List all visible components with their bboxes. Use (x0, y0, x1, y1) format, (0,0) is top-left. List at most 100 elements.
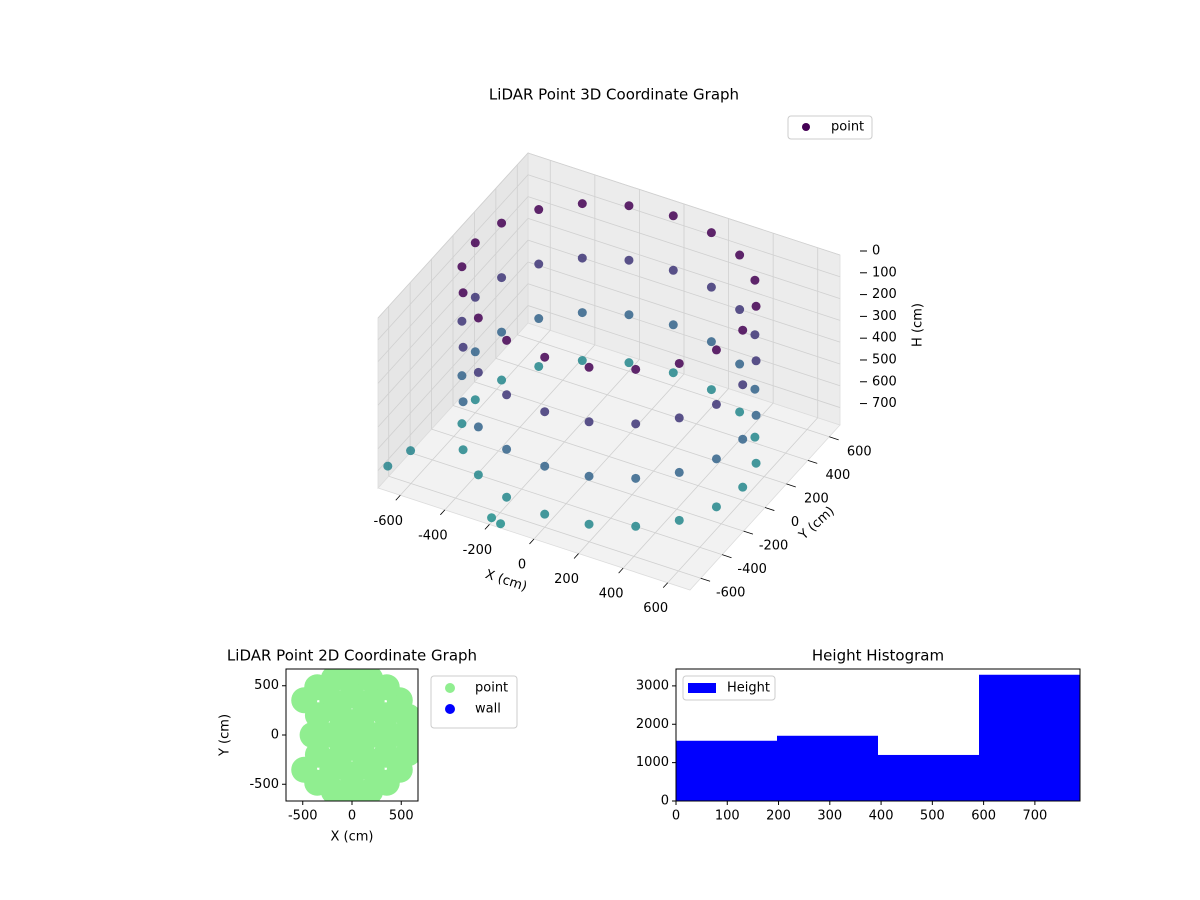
point (339, 682, 365, 709)
point (378, 722, 405, 748)
z-tick-label: 500 (872, 352, 897, 367)
legend-swatch (688, 683, 716, 693)
point (473, 422, 483, 432)
z-tick-label: 100 (872, 265, 897, 280)
point (339, 761, 365, 788)
grid-line (527, 305, 841, 408)
y-tick-label: 1000 (636, 755, 669, 770)
point (473, 470, 483, 480)
grid-line (527, 283, 841, 387)
x-tick-label: 0 (672, 809, 680, 824)
tick-mark (700, 577, 711, 582)
y-tick-label: -600 (716, 586, 746, 601)
grid-line (495, 357, 808, 461)
z-tick-label: 300 (872, 309, 897, 324)
point (711, 345, 721, 355)
x-axis-label: X (cm) (331, 830, 374, 845)
point (458, 342, 468, 352)
tick-mark (807, 459, 818, 464)
point (735, 407, 745, 417)
grid-line (377, 283, 529, 450)
x-tick-label: -400 (418, 528, 448, 543)
point (470, 347, 480, 357)
point (339, 722, 365, 748)
point (668, 320, 678, 330)
tick-mark (743, 530, 754, 535)
x-tick-label: 600 (643, 601, 668, 616)
point (624, 358, 634, 368)
tick-mark (395, 495, 401, 501)
legend-marker (445, 683, 455, 693)
point (624, 310, 634, 320)
point (458, 397, 468, 407)
plot-area (291, 669, 418, 801)
point (751, 458, 761, 468)
x-tick-label: 100 (715, 809, 740, 824)
point (502, 492, 512, 502)
chart-title: LiDAR Point 3D Coordinate Graph (489, 86, 739, 104)
y-tick-label: 600 (847, 444, 872, 459)
x-tick-label: 200 (766, 809, 791, 824)
legend-label: Height (727, 681, 770, 696)
point (706, 337, 716, 347)
z-axis-label: H (cm) (911, 303, 926, 347)
bar (878, 754, 979, 801)
point (534, 314, 544, 324)
point (584, 417, 594, 427)
y-tick-label: 0 (271, 728, 279, 743)
point (577, 308, 587, 318)
point (540, 509, 550, 519)
y-tick-label: 500 (254, 678, 279, 693)
tick-mark (484, 524, 490, 530)
point (470, 395, 480, 405)
point (457, 371, 467, 381)
grid-line (377, 152, 529, 319)
x-tick-label: 600 (971, 809, 996, 824)
point (457, 419, 467, 429)
point (735, 359, 745, 369)
x-tick-label: 500 (389, 809, 414, 824)
point (299, 722, 326, 748)
point (383, 461, 393, 471)
z-tick-label: 0 (872, 244, 880, 259)
point (706, 282, 716, 292)
grid-line (377, 174, 529, 341)
legend-label: wall (475, 702, 501, 717)
grid-line (527, 196, 841, 299)
grid-line (527, 174, 841, 278)
y-tick-label: -400 (737, 562, 767, 577)
legend-label: point (831, 120, 864, 135)
z-tick-label: 400 (872, 331, 897, 346)
bar (777, 735, 878, 801)
point (750, 432, 760, 442)
point (540, 461, 550, 471)
point (711, 502, 721, 512)
point (735, 305, 745, 315)
point (534, 361, 544, 371)
point (473, 313, 483, 323)
z-tick-label: 600 (872, 374, 897, 389)
y-tick-label: 0 (661, 794, 669, 809)
grid-line (527, 152, 841, 256)
x-tick-label: -200 (463, 543, 493, 558)
grid-line (388, 475, 701, 579)
point (502, 390, 512, 400)
point (674, 515, 684, 525)
point (584, 471, 594, 481)
point (497, 375, 507, 385)
grid-line (517, 334, 830, 438)
point (738, 434, 748, 444)
point (711, 454, 721, 464)
x-tick-label: 700 (1022, 809, 1047, 824)
point (750, 384, 760, 394)
point (304, 702, 331, 729)
z-tick-label: 200 (872, 287, 897, 302)
point (711, 399, 721, 409)
y-tick-label: 3000 (636, 678, 669, 693)
point (751, 356, 761, 366)
point (577, 253, 587, 263)
point (750, 275, 760, 285)
tick-mark (662, 582, 669, 588)
point (470, 292, 480, 302)
point (577, 356, 587, 366)
